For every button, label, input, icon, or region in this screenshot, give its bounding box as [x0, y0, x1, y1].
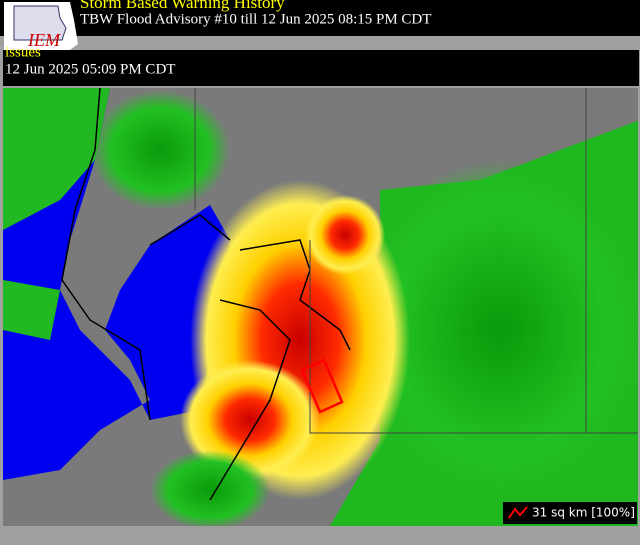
logo-state — [13, 5, 67, 41]
title: Storm Based Warning History — [80, 0, 285, 12]
legend-label: 31 sq km [100%] — [532, 506, 635, 520]
radar-storm — [180, 360, 320, 480]
issues-time: 12 Jun 2025 05:09 PM CDT — [5, 61, 175, 77]
county-line — [194, 88, 638, 434]
warning-polygon — [300, 358, 344, 414]
subtitle: TBW Flood Advisory #10 till 12 Jun 2025 … — [80, 11, 431, 27]
radar-green — [150, 450, 270, 526]
logo-text: IEM — [27, 30, 61, 50]
radar-storm — [305, 195, 385, 275]
coastline — [61, 88, 351, 501]
radar-green — [90, 90, 230, 210]
legend-box — [503, 502, 637, 524]
radar-green — [3, 88, 110, 230]
radar-green — [350, 160, 638, 500]
header-bar — [0, 0, 640, 36]
legend-icon — [508, 506, 528, 519]
radar-map — [3, 88, 638, 526]
issues-bar — [3, 50, 639, 86]
radar-green — [3, 280, 60, 340]
issues-label: issues — [5, 44, 41, 60]
